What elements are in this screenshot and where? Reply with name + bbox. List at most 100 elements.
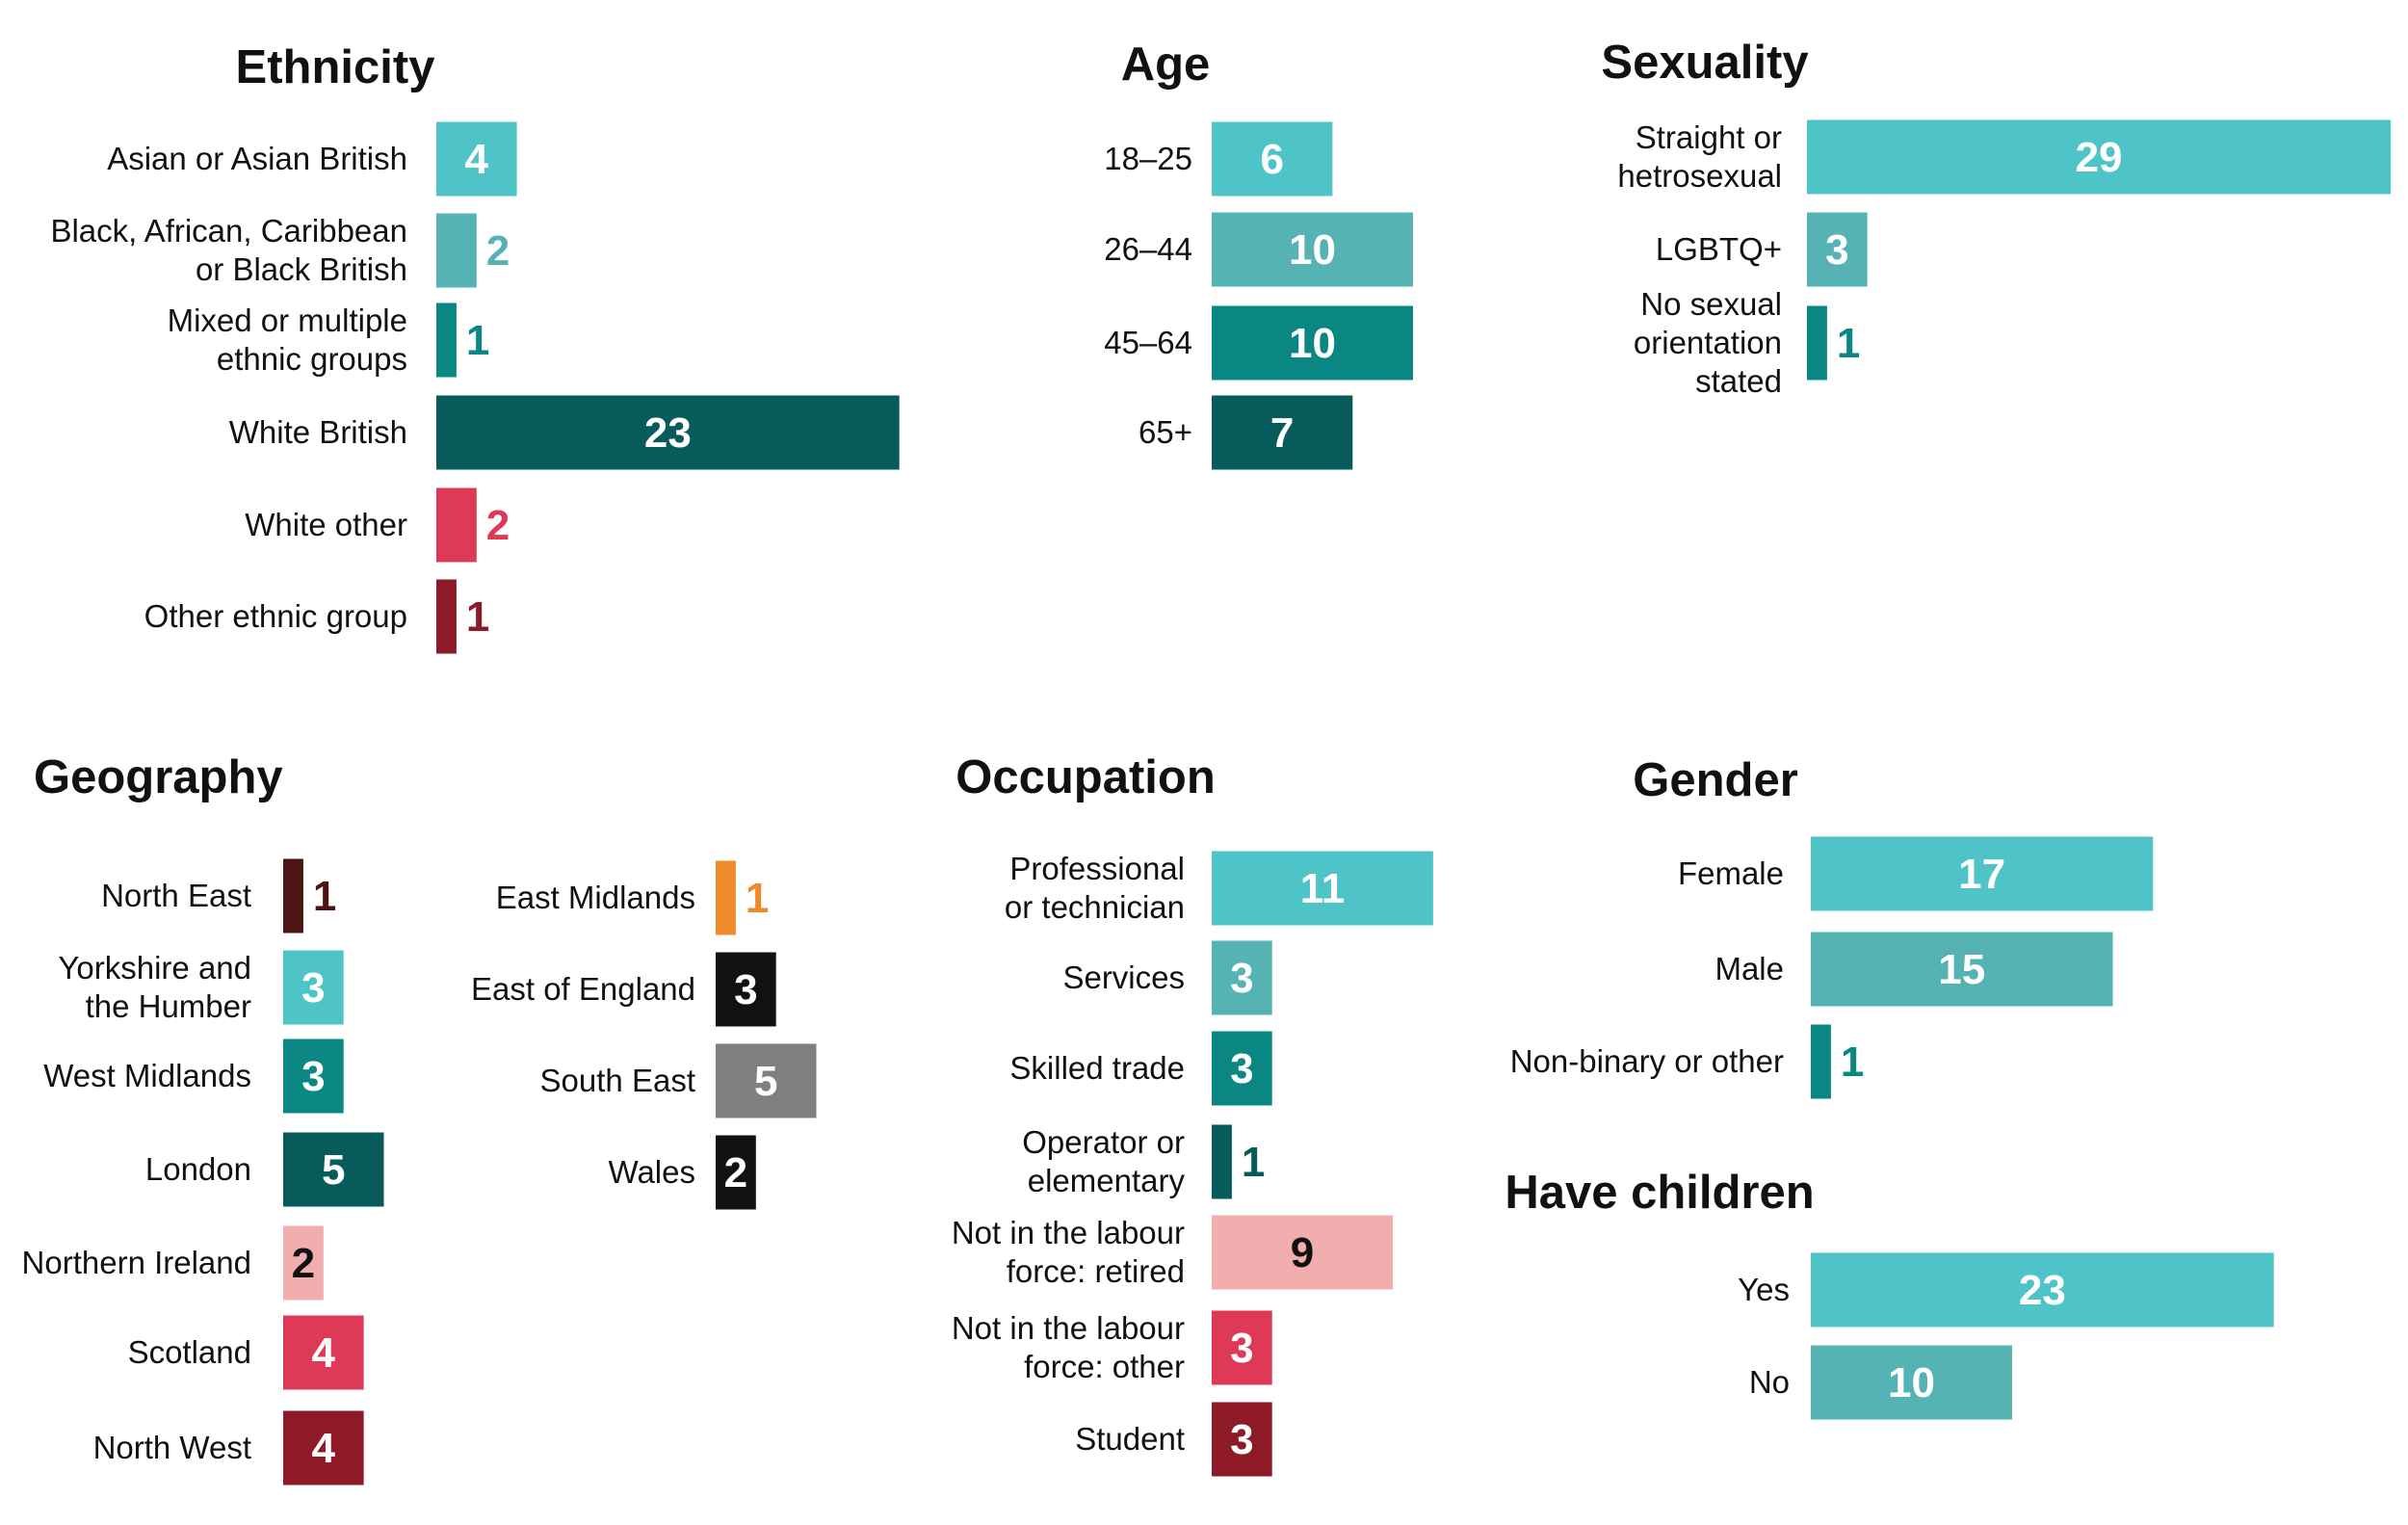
panel-age: Age 18–25 6 26–44 10 45–64 10 65+ 7 — [1104, 39, 1413, 470]
bar-professional-or-technician — [1212, 851, 1433, 926]
bar-services — [1212, 940, 1272, 1015]
value-label-white-other: 2 — [486, 502, 510, 549]
value-label-services: 3 — [1230, 955, 1253, 1002]
bar-straight-or-hetrosexual — [1807, 119, 2392, 195]
bar-black-african-caribbean-or-black-british — [436, 213, 477, 288]
value-label-wales: 2 — [724, 1149, 747, 1196]
category-label-north-east: North East — [101, 878, 251, 913]
bar-not-in-the-labour-force-other — [1212, 1310, 1272, 1385]
panel-title-age: Age — [1121, 39, 1211, 91]
bar-north-east — [283, 858, 303, 933]
bar-female — [1811, 836, 2154, 911]
value-label-65: 7 — [1270, 409, 1294, 457]
bar-skilled-trade — [1212, 1031, 1272, 1106]
panel-title-gender: Gender — [1633, 754, 1798, 806]
value-label-yes: 23 — [2019, 1267, 2066, 1314]
panel-title-occupation: Occupation — [955, 751, 1216, 803]
category-label-26-44: 26–44 — [1104, 231, 1192, 267]
category-label-north-west: North West — [93, 1430, 251, 1465]
panel-title-geography: Geography — [34, 751, 283, 803]
bar-south-east — [716, 1043, 817, 1118]
bar-white-british — [436, 395, 900, 470]
category-label-south-east: South East — [540, 1063, 695, 1098]
bar-north-west — [283, 1410, 364, 1486]
category-label-east-midlands: East Midlands — [496, 880, 695, 915]
bar-18-25 — [1212, 121, 1333, 197]
value-label-female: 17 — [1958, 851, 2005, 898]
bar-scotland — [283, 1315, 364, 1390]
value-label-east-of-england: 3 — [734, 966, 757, 1013]
value-label-lgbtq: 3 — [1825, 226, 1848, 274]
category-label-west-midlands: West Midlands — [43, 1058, 251, 1093]
value-label-operator-or-elementary: 1 — [1242, 1139, 1265, 1186]
value-label-professional-or-technician: 11 — [1300, 865, 1346, 912]
category-label-not-in-the-labour-force-retired: Not in the labour force: retired — [952, 1215, 1185, 1289]
bar-no — [1811, 1345, 2012, 1420]
category-label-female: Female — [1678, 855, 1784, 891]
value-label-north-west: 4 — [312, 1425, 336, 1472]
bar-london — [283, 1132, 384, 1207]
bar-northern-ireland — [283, 1225, 324, 1301]
category-label-65: 65+ — [1139, 414, 1192, 450]
category-label-white-other: White other — [245, 507, 407, 542]
value-label-north-east: 1 — [313, 873, 336, 920]
bar-not-in-the-labour-force-retired — [1212, 1215, 1394, 1290]
panel-title-have-children: Have children — [1505, 1167, 1814, 1219]
panel-occupation: Occupation Professional or technician 11 Ser… — [952, 751, 1433, 1477]
bar-operator-or-elementary — [1212, 1124, 1232, 1199]
value-label-not-in-the-labour-force-retired: 9 — [1291, 1229, 1314, 1276]
panel-geography: Geography North East 1 Yorkshire and the Hum… — [22, 751, 817, 1486]
bar-west-midlands — [283, 1039, 344, 1114]
category-label-northern-ireland: Northern Ireland — [22, 1245, 251, 1280]
value-label-skilled-trade: 3 — [1230, 1045, 1253, 1092]
bar-male — [1811, 932, 2113, 1007]
panel-ethnicity: Ethnicity Asian or Asian British 4 Black, A… — [50, 41, 900, 654]
category-label-no: No — [1749, 1364, 1790, 1400]
category-label-non-binary-or-other: Non-binary or other — [1510, 1043, 1784, 1079]
bar-mixed-or-multiple-ethnic-groups — [436, 302, 457, 378]
category-label-other-ethnic-group: Other ethnic group — [144, 598, 407, 634]
category-label-18-25: 18–25 — [1104, 141, 1192, 176]
bar-student — [1212, 1402, 1272, 1477]
value-label-scotland: 4 — [312, 1329, 336, 1377]
category-label-operator-or-elementary: Operator or elementary — [1022, 1124, 1185, 1198]
bar-yorkshire-and-the-humber — [283, 950, 344, 1025]
bar-east-of-england — [716, 952, 776, 1027]
category-label-student: Student — [1075, 1421, 1185, 1457]
bar-asian-or-asian-british — [436, 121, 517, 197]
value-label-black-african-caribbean-or-black-british: 2 — [486, 227, 510, 275]
value-label-straight-or-hetrosexual: 29 — [2076, 134, 2123, 181]
category-label-east-of-england: East of England — [471, 971, 695, 1007]
panel-gender: Gender Female 17 Male 15 Non-binary or other 1 — [1510, 754, 2154, 1099]
panel-title-sexuality: Sexuality — [1601, 37, 1808, 89]
value-label-white-british: 23 — [644, 409, 692, 457]
value-label-east-midlands: 1 — [746, 875, 769, 922]
category-label-not-in-the-labour-force-other: Not in the labour force: other — [952, 1310, 1185, 1384]
category-label-black-african-caribbean-or-black-british: Black, African, Caribbean or Black Britis… — [50, 213, 407, 287]
bar-east-midlands — [716, 860, 736, 935]
category-label-lgbtq: LGBTQ+ — [1656, 231, 1782, 267]
value-label-london: 5 — [322, 1146, 345, 1194]
value-label-asian-or-asian-british: 4 — [465, 136, 489, 183]
category-label-male: Male — [1714, 951, 1784, 986]
category-label-45-64: 45–64 — [1104, 325, 1192, 360]
bar-other-ethnic-group — [436, 579, 457, 654]
value-label-northern-ireland: 2 — [292, 1240, 315, 1287]
value-label-south-east: 5 — [754, 1058, 777, 1105]
category-label-straight-or-hetrosexual: Straight or hetrosexual — [1617, 119, 1782, 194]
category-label-services: Services — [1062, 960, 1185, 995]
category-label-scotland: Scotland — [128, 1334, 251, 1370]
category-label-yes: Yes — [1738, 1272, 1790, 1307]
value-label-mixed-or-multiple-ethnic-groups: 1 — [466, 317, 489, 364]
value-label-male: 15 — [1938, 946, 1985, 993]
value-label-45-64: 10 — [1289, 320, 1336, 367]
value-label-18-25: 6 — [1260, 136, 1283, 183]
category-label-asian-or-asian-british: Asian or Asian British — [107, 141, 407, 176]
bar-wales — [716, 1135, 756, 1210]
value-label-no-sexual-orientation-stated: 1 — [1837, 320, 1860, 367]
panel-have-children: Have children Yes 23 No 10 — [1505, 1167, 2274, 1420]
bar-no-sexual-orientation-stated — [1807, 305, 1827, 381]
category-label-yorkshire-and-the-humber: Yorkshire and the Humber — [58, 950, 251, 1024]
bar-65 — [1212, 395, 1353, 470]
